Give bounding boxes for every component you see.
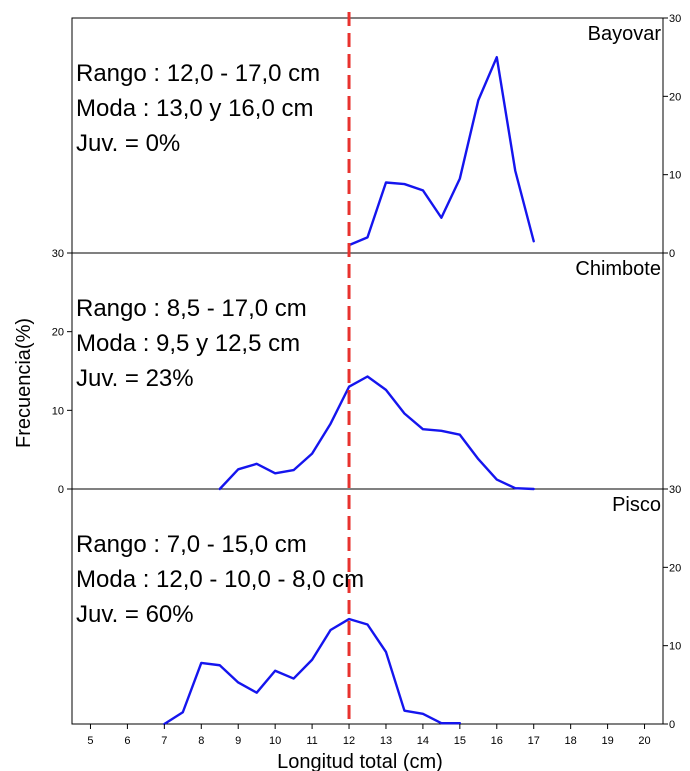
- x-tick-label-14: 19: [601, 735, 613, 747]
- panel-name-pisco: Pisco: [612, 494, 661, 516]
- x-tick-label-4: 9: [235, 735, 241, 747]
- y-tick-label-0-3: 30: [669, 13, 681, 25]
- y-tick-label-2-0: 0: [669, 719, 675, 731]
- x-tick-label-12: 17: [528, 735, 540, 747]
- y-tick-label-0-1: 10: [669, 170, 681, 182]
- x-tick-label-13: 18: [565, 735, 577, 747]
- x-tick-label-8: 13: [380, 735, 392, 747]
- series-line-chimbote: [218, 375, 535, 491]
- x-tick-label-5: 10: [269, 735, 281, 747]
- panel-name-chimbote: Chimbote: [575, 258, 661, 280]
- x-tick-label-1: 6: [124, 735, 130, 747]
- y-tick-label-2-3: 30: [669, 484, 681, 496]
- panel-annotation-2-0: Rango : 7,0 - 15,0 cm: [76, 531, 307, 558]
- x-tick-label-2: 7: [161, 735, 167, 747]
- x-tick-label-10: 15: [454, 735, 466, 747]
- panel-name-bayovar: Bayovar: [588, 23, 662, 45]
- x-tick-label-15: 20: [638, 735, 650, 747]
- y-tick-label-0-2: 20: [669, 91, 681, 103]
- panel-frame-2: [71, 488, 664, 725]
- y-axis-label: Frecuencia(%): [13, 318, 35, 448]
- y-tick-label-2-2: 20: [669, 562, 681, 574]
- y-tick-label-1-1: 10: [52, 405, 64, 417]
- panel-annotation-1-0: Rango : 8,5 - 17,0 cm: [76, 295, 307, 322]
- panel-annotation-2-2: Juv. = 60%: [76, 601, 194, 628]
- series-line-bayovar: [347, 55, 535, 247]
- panel-annotation-0-0: Rango : 12,0 - 17,0 cm: [76, 60, 320, 87]
- x-axis-label: Longitud total (cm): [277, 751, 443, 771]
- x-tick-label-11: 16: [491, 735, 503, 747]
- y-tick-label-1-0: 0: [58, 484, 64, 496]
- x-tick-label-3: 8: [198, 735, 204, 747]
- panel-annotation-1-2: Juv. = 23%: [76, 365, 194, 392]
- panel-annotation-1-1: Moda : 9,5 y 12,5 cm: [76, 330, 300, 357]
- y-tick-label-1-3: 30: [52, 248, 64, 260]
- series-line-pisco: [163, 617, 462, 726]
- panel-annotation-0-2: Juv. = 0%: [76, 130, 180, 157]
- x-tick-label-7: 12: [343, 735, 355, 747]
- panel-annotation-2-1: Moda : 12,0 - 10,0 - 8,0 cm: [76, 566, 364, 593]
- x-tick-label-0: 5: [87, 735, 93, 747]
- y-tick-label-1-2: 20: [52, 327, 64, 339]
- x-tick-label-6: 11: [306, 735, 317, 747]
- y-tick-label-0-0: 0: [669, 248, 675, 260]
- x-tick-label-9: 14: [417, 735, 429, 747]
- y-tick-label-2-1: 10: [669, 641, 681, 653]
- panel-annotation-0-1: Moda : 13,0 y 16,0 cm: [76, 95, 313, 122]
